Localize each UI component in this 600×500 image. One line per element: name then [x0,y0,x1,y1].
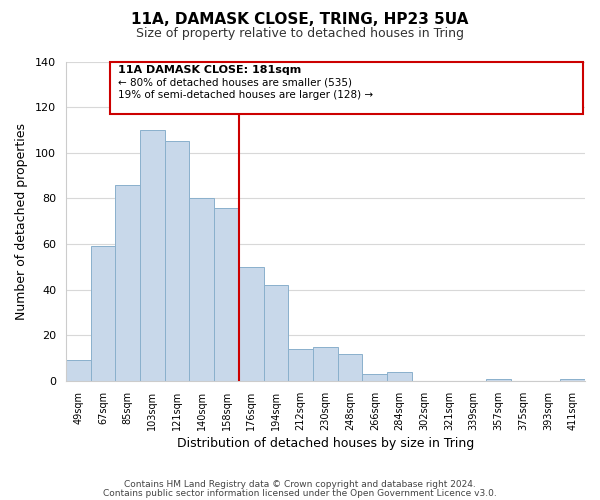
Bar [560,378,585,381]
Text: Contains HM Land Registry data © Crown copyright and database right 2024.: Contains HM Land Registry data © Crown c… [124,480,476,489]
Bar [115,184,140,381]
X-axis label: Distribution of detached houses by size in Tring: Distribution of detached houses by size … [177,437,474,450]
Text: 11A, DAMASK CLOSE, TRING, HP23 5UA: 11A, DAMASK CLOSE, TRING, HP23 5UA [131,12,469,28]
Text: ← 80% of detached houses are smaller (535): ← 80% of detached houses are smaller (53… [118,78,352,88]
Bar [164,142,190,381]
Bar [362,374,387,381]
Bar [289,349,313,381]
Y-axis label: Number of detached properties: Number of detached properties [15,122,28,320]
Text: 11A DAMASK CLOSE: 181sqm: 11A DAMASK CLOSE: 181sqm [118,65,301,75]
Bar [338,354,362,381]
Text: Contains public sector information licensed under the Open Government Licence v3: Contains public sector information licen… [103,488,497,498]
FancyBboxPatch shape [110,62,583,114]
Bar [91,246,115,381]
Bar [387,372,412,381]
Bar [239,267,263,381]
Bar [486,378,511,381]
Bar [190,198,214,381]
Text: 19% of semi-detached houses are larger (128) →: 19% of semi-detached houses are larger (… [118,90,373,100]
Bar [140,130,164,381]
Bar [66,360,91,381]
Bar [313,346,338,381]
Bar [214,208,239,381]
Bar [263,285,289,381]
Text: Size of property relative to detached houses in Tring: Size of property relative to detached ho… [136,28,464,40]
